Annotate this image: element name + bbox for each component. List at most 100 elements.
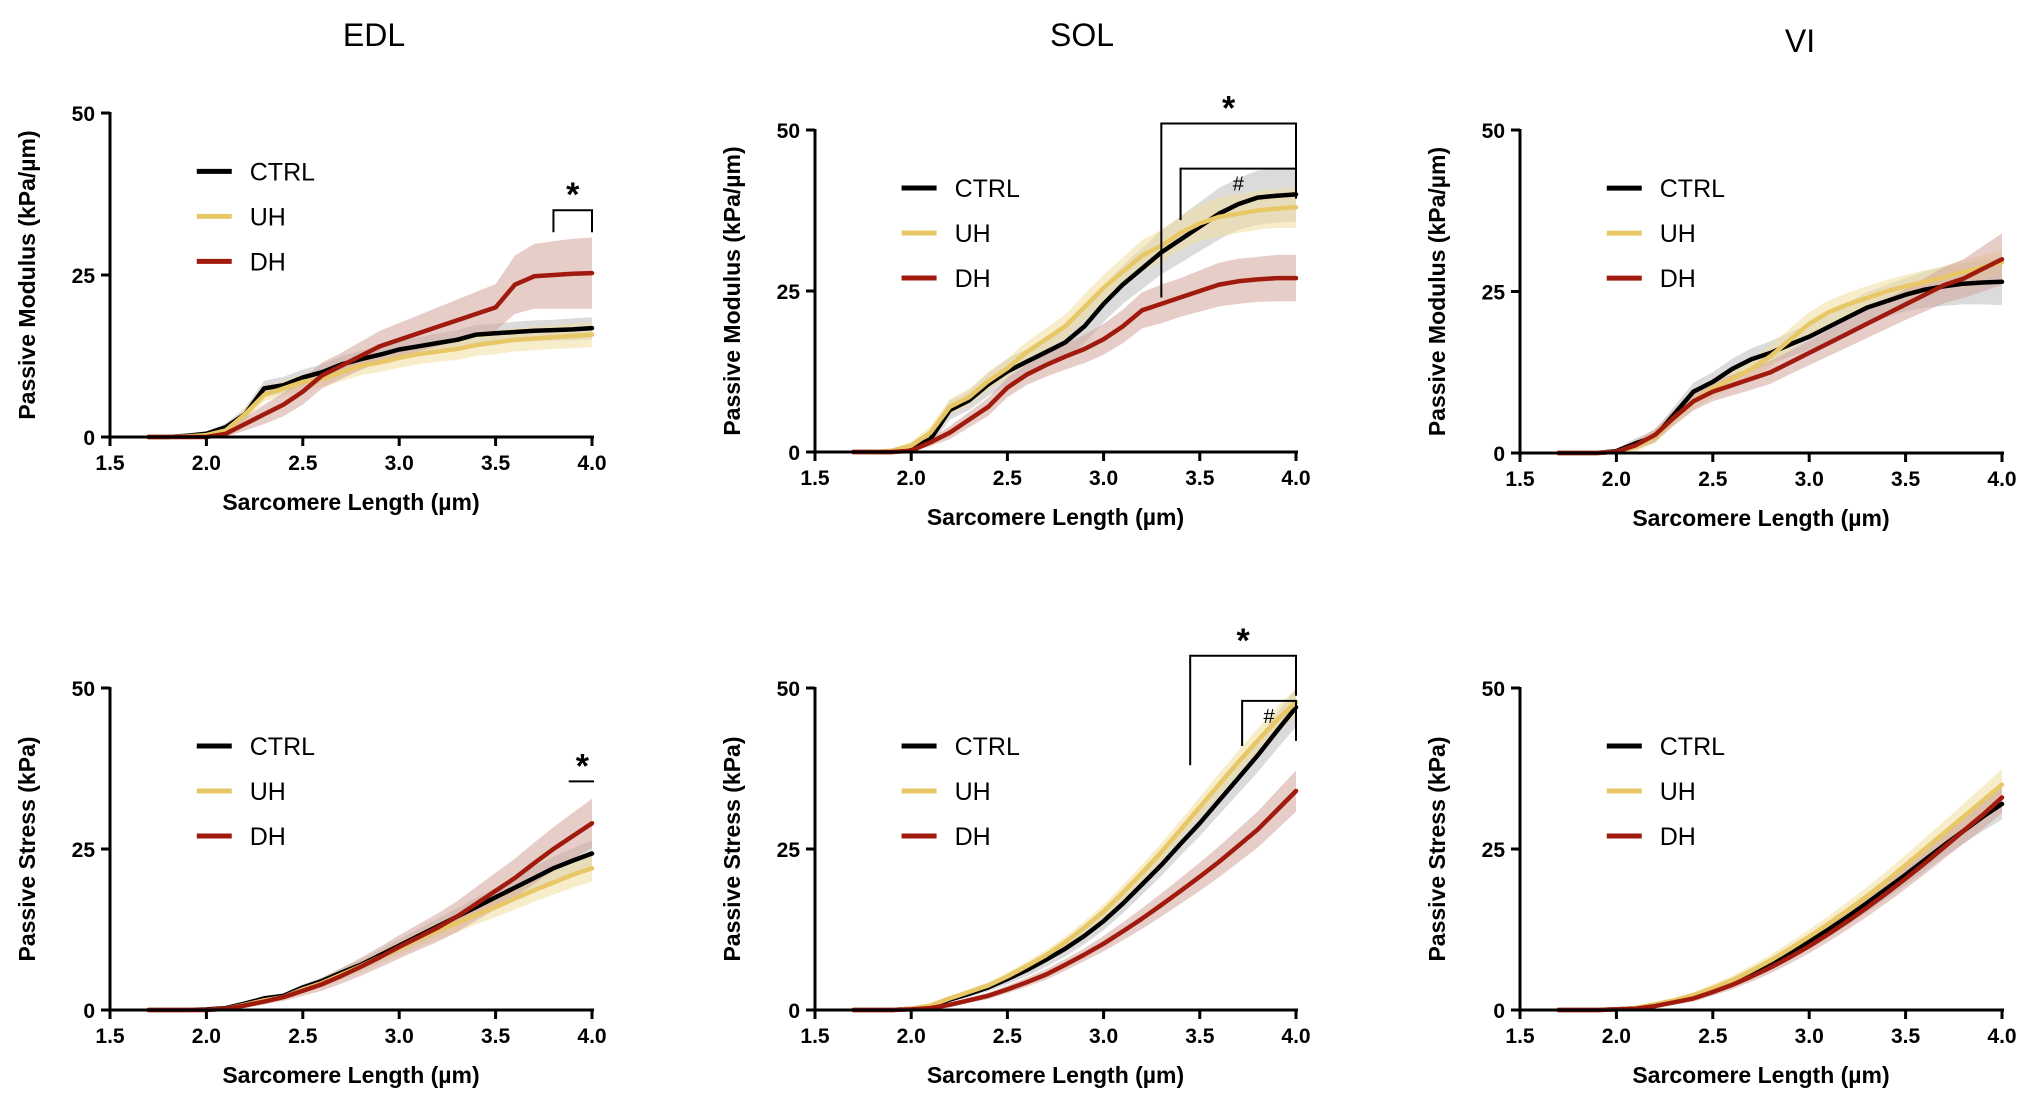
x-tick-label: 4.0 [1987,468,2016,491]
legend-label-uh: UH [250,203,286,231]
significance-bracket [1179,167,1297,221]
y-tick-label: 0 [788,1000,800,1023]
x-tick-label: 1.5 [800,467,830,490]
y-tick-label: 50 [1482,120,1505,143]
x-tick-label: 2.0 [192,1025,221,1048]
x-tick-label: 2.0 [1602,468,1631,491]
sd-band-dh [148,237,592,437]
column-title-edl: EDL [343,17,405,53]
legend-label-uh: UH [1660,220,1696,248]
chart-vi_modulus: 1.5 2.0 2.5 3.0 3.5 4.0 0 25 50 Sarcomere Length … [1424,120,2017,531]
series-line-ctrl [851,192,1299,455]
x-tick-label: 4.0 [1987,1025,2016,1048]
x-axis-label: Sarcomere Length (µm) [927,1062,1184,1088]
legend-label-ctrl: CTRL [955,733,1020,761]
legend-label-uh: UH [955,220,991,248]
x-tick-label: 1.5 [95,452,125,475]
x-axis-label: Sarcomere Length (µm) [1632,1062,1889,1088]
column-title-sol: SOL [1050,17,1114,53]
legend-label-uh: UH [1660,778,1696,806]
sd-band-dh [148,798,592,1010]
legend: CTRL UH DH [196,158,315,276]
legend: CTRL UH DH [901,175,1020,293]
y-tick-label: 0 [1493,443,1505,466]
y-tick-label: 25 [777,281,801,304]
x-tick-label: 3.0 [385,1025,414,1048]
significance-bracket [1189,654,1297,766]
legend-label-dh: DH [250,823,286,851]
significance-bracket [1160,122,1297,298]
y-tick-label: 0 [83,1000,95,1023]
legend-label-ctrl: CTRL [1660,175,1725,203]
sd-band-uh [1558,769,2002,1010]
x-tick-label: 1.5 [1505,1025,1535,1048]
y-axis-label: Passive Stress (kPa) [14,736,40,961]
significance-marker: # [1233,174,1245,196]
significance-marker: * [576,747,590,785]
legend: CTRL UH DH [1606,733,1725,851]
series-line-uh [851,205,1299,455]
significance-bracket [1241,699,1297,746]
x-tick-label: 3.5 [1185,467,1215,490]
y-tick-label: 50 [72,678,95,701]
legend-label-dh: DH [1660,265,1696,293]
x-tick-label: 3.5 [481,1025,511,1048]
significance-marker: * [1222,90,1236,128]
legend-label-dh: DH [1660,823,1696,851]
y-axis-label: Passive Stress (kPa) [719,736,745,961]
legend-label-ctrl: CTRL [1660,733,1725,761]
x-tick-label: 3.0 [1795,1025,1824,1048]
series-line-dh [146,270,595,440]
x-tick-label: 2.0 [897,1025,926,1048]
x-axis-label: Sarcomere Length (µm) [1632,505,1889,531]
chart-edl_stress: 1.5 2.0 2.5 3.0 3.5 4.0 0 25 50 Sarcomere Length … [14,678,607,1088]
legend-label-dh: DH [955,823,991,851]
x-tick-label: 4.0 [1281,1025,1310,1048]
x-tick-label: 2.5 [993,1025,1023,1048]
x-tick-label: 4.0 [577,1025,606,1048]
x-tick-label: 1.5 [95,1025,125,1048]
legend-label-ctrl: CTRL [250,733,315,761]
chart-panels: 1.5 2.0 2.5 3.0 3.5 4.0 0 25 50 Sarcomere Length … [14,90,2017,1088]
chart-vi_stress: 1.5 2.0 2.5 3.0 3.5 4.0 0 25 50 Sarcomere Length … [1424,678,2017,1088]
x-tick-label: 2.5 [288,452,318,475]
x-tick-label: 2.5 [993,467,1023,490]
series-line-ctrl [146,325,595,440]
sd-band-uh [148,322,592,437]
x-tick-label: 2.5 [1698,468,1728,491]
legend-label-ctrl: CTRL [250,158,315,186]
y-tick-label: 50 [1482,678,1505,701]
sd-band-ctrl [1558,788,2002,1010]
legend: CTRL UH DH [196,733,315,851]
series-line-uh [1556,782,2005,1013]
y-tick-label: 25 [72,265,96,288]
y-axis-label: Passive Modulus (kPa/µm) [719,146,745,435]
y-tick-label: 0 [788,442,800,465]
y-tick-label: 0 [1493,1000,1505,1023]
legend-label-uh: UH [955,778,991,806]
chart-sol_modulus: 1.5 2.0 2.5 3.0 3.5 4.0 0 25 50 Sarcomere Length … [719,90,1311,530]
x-axis-label: Sarcomere Length (µm) [222,1062,479,1088]
sd-band-dh [853,770,1296,1010]
x-tick-label: 3.0 [385,452,414,475]
y-tick-label: 25 [777,839,801,862]
y-axis-label: Passive Modulus (kPa/µm) [14,130,40,419]
significance-bracket [552,209,593,233]
x-axis-label: Sarcomere Length (µm) [222,489,479,515]
chart-sol_stress: 1.5 2.0 2.5 3.0 3.5 4.0 0 25 50 Sarcomere Length … [719,622,1311,1088]
y-tick-label: 25 [1482,282,1506,305]
x-tick-label: 2.5 [288,1025,318,1048]
x-tick-label: 3.0 [1089,467,1118,490]
column-title-vi: VI [1785,23,1815,59]
sd-band-ctrl [853,688,1296,1010]
legend-label-dh: DH [955,265,991,293]
legend-label-ctrl: CTRL [955,175,1020,203]
series-line-uh [851,699,1299,1013]
significance-marker: # [1264,706,1276,728]
legend-label-uh: UH [250,778,286,806]
x-tick-label: 3.5 [481,452,511,475]
y-tick-label: 0 [83,427,95,450]
x-tick-label: 3.5 [1185,1025,1215,1048]
x-tick-label: 2.0 [1602,1025,1631,1048]
